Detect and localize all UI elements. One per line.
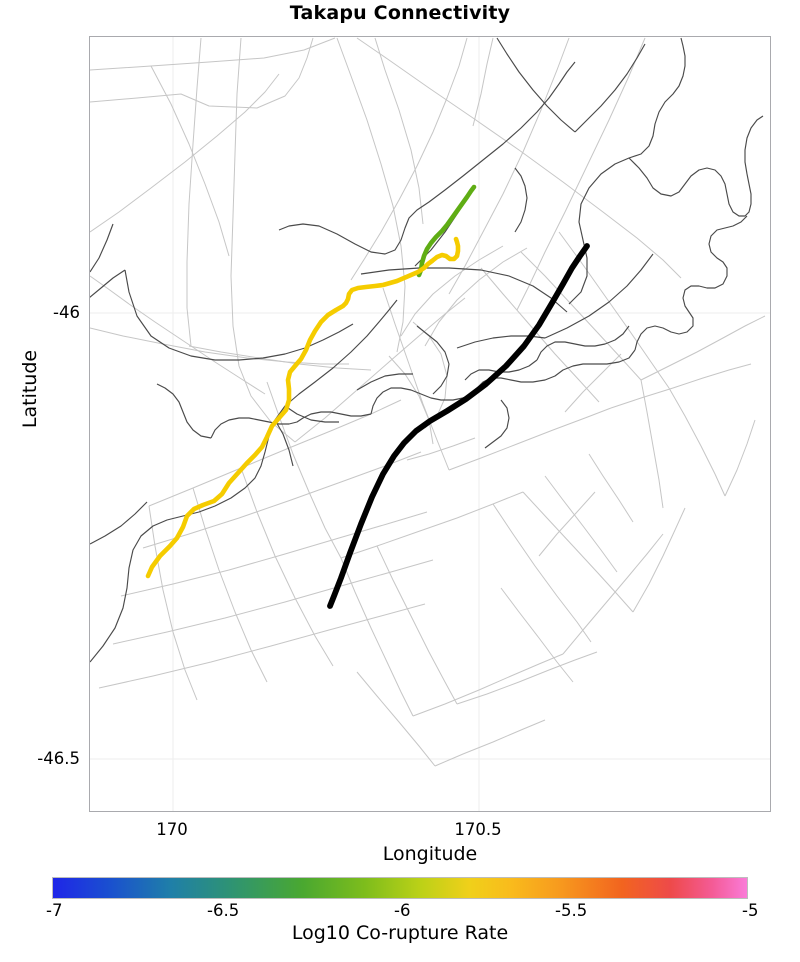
secondary-fault-layer bbox=[90, 37, 764, 663]
background-fault-layer bbox=[90, 37, 766, 767]
connected-fault-yellow-branch bbox=[429, 236, 461, 264]
colorbar-tick-1: -6.5 bbox=[207, 901, 240, 920]
xtick-label-0: 170 bbox=[156, 820, 188, 839]
x-axis-label: Longitude bbox=[382, 843, 478, 865]
ytick-label-1: -46.5 bbox=[37, 749, 80, 768]
connected-fault-layer bbox=[145, 184, 477, 579]
y-axis-label: Latitude bbox=[19, 349, 41, 429]
map-plot-area[interactable] bbox=[89, 36, 771, 812]
colorbar-tick-0: -7 bbox=[46, 901, 63, 920]
connected-fault-green bbox=[416, 184, 477, 278]
ytick-label-0: -46 bbox=[53, 303, 80, 322]
connected-fault-yellow bbox=[145, 258, 435, 579]
colorbar-tick-3: -5.5 bbox=[555, 901, 588, 920]
source-fault-layer bbox=[327, 243, 590, 609]
page-title: Takapu Connectivity bbox=[289, 2, 511, 24]
colorbar-container: -7 -6.5 -6 -5.5 -5 bbox=[46, 877, 758, 920]
xtick-label-1: 170.5 bbox=[454, 820, 502, 839]
colorbar-tick-2: -6 bbox=[394, 901, 411, 920]
colorbar-label: Log10 Co-rupture Rate bbox=[291, 922, 509, 944]
gridlines bbox=[90, 37, 770, 811]
source-fault bbox=[327, 243, 590, 609]
colorbar-gradient bbox=[52, 877, 748, 899]
colorbar-tick-4: -5 bbox=[742, 901, 759, 920]
